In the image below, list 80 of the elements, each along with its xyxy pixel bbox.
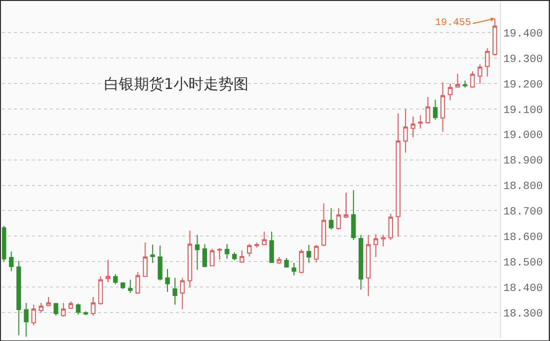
candlestick xyxy=(292,262,296,276)
candlestick xyxy=(224,244,230,260)
candlestick xyxy=(462,80,468,88)
candlestick xyxy=(380,234,386,247)
candlestick xyxy=(478,64,482,84)
y-tick-label: 18.300 xyxy=(503,308,543,320)
y-tick-label: 19.400 xyxy=(503,28,543,40)
candlestick xyxy=(150,244,155,264)
candlestick xyxy=(232,252,237,261)
candlestick xyxy=(76,303,81,316)
candlestick xyxy=(8,250,14,272)
candlestick xyxy=(83,310,88,316)
candlestick xyxy=(254,242,260,248)
candlestick xyxy=(172,277,178,306)
candlestick xyxy=(54,302,58,316)
candlestick xyxy=(46,296,51,307)
candlestick xyxy=(217,247,222,260)
y-tick-label: 18.600 xyxy=(503,232,543,244)
candlestick xyxy=(247,243,252,258)
y-tick-label: 19.300 xyxy=(503,54,543,66)
candlestick xyxy=(158,245,162,281)
candlestick xyxy=(269,231,274,264)
annotation: 19.455 xyxy=(435,18,472,29)
candlestick xyxy=(299,248,304,274)
candlestick xyxy=(351,190,356,240)
candlestick xyxy=(24,302,28,338)
candlestick xyxy=(410,116,416,138)
candlestick xyxy=(336,208,341,230)
candlestick xyxy=(388,213,393,240)
candlestick xyxy=(455,73,460,88)
candlestick xyxy=(106,259,110,283)
candlestick xyxy=(113,274,118,285)
candlestick xyxy=(128,279,133,294)
candlestick xyxy=(210,248,214,267)
candlestick xyxy=(16,260,22,336)
y-tick-label: 18.800 xyxy=(503,181,543,194)
y-tick-label: 18.400 xyxy=(503,282,543,295)
candlestick xyxy=(188,230,192,288)
candlestick xyxy=(373,234,378,258)
candlestick xyxy=(485,48,490,78)
candlestick xyxy=(31,304,36,326)
candlestick xyxy=(61,302,66,318)
candlestick xyxy=(240,250,244,263)
y-tick-label: 18.500 xyxy=(503,257,543,270)
candlestick xyxy=(426,96,430,124)
candlestick xyxy=(180,277,185,310)
candlestick xyxy=(284,257,289,268)
candlestick xyxy=(432,99,438,120)
y-tick-label: 19.100 xyxy=(503,104,543,117)
candlestick xyxy=(38,302,44,314)
candlestick xyxy=(321,202,326,247)
candlestick xyxy=(403,108,408,154)
candlestick xyxy=(135,272,140,294)
y-tick-label: 19.200 xyxy=(503,79,543,92)
candlestick xyxy=(366,234,371,297)
candlestick xyxy=(202,244,208,268)
candlestick xyxy=(142,242,148,278)
candlestick xyxy=(98,276,103,306)
candlestick xyxy=(276,256,282,264)
candlestick xyxy=(2,226,6,262)
candlestick xyxy=(396,112,400,238)
candlestick xyxy=(470,70,475,88)
candlestick xyxy=(68,300,74,310)
y-tick-label: 19.000 xyxy=(503,130,543,142)
y-tick-label: 18.900 xyxy=(503,156,543,168)
candlestick xyxy=(418,114,423,130)
candlestick xyxy=(90,296,96,316)
candlestick xyxy=(194,234,200,270)
y-tick-label: 18.700 xyxy=(503,206,543,219)
candlestick xyxy=(165,268,170,292)
candlestick xyxy=(358,234,364,290)
candlestick xyxy=(440,82,446,132)
text: 白银期货1小时走势图 xyxy=(104,75,249,93)
candlestick xyxy=(448,82,452,101)
candlestick xyxy=(262,231,267,246)
candlestick xyxy=(120,282,126,290)
candlestick xyxy=(344,192,348,219)
candlestick xyxy=(314,244,319,263)
candlestick xyxy=(306,244,312,264)
candlestick xyxy=(328,208,334,230)
